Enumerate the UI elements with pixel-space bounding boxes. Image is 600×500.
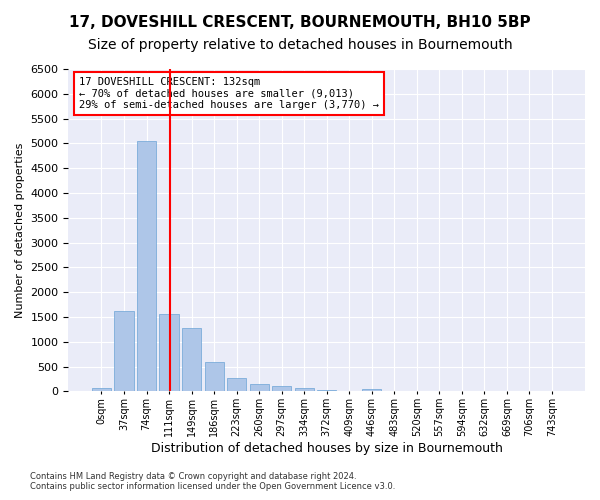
X-axis label: Distribution of detached houses by size in Bournemouth: Distribution of detached houses by size … xyxy=(151,442,503,455)
Bar xyxy=(92,388,111,392)
Text: Contains HM Land Registry data © Crown copyright and database right 2024.: Contains HM Land Registry data © Crown c… xyxy=(30,472,356,481)
Bar xyxy=(227,378,246,392)
Bar xyxy=(205,362,224,392)
Text: Contains public sector information licensed under the Open Government Licence v3: Contains public sector information licen… xyxy=(30,482,395,491)
Bar xyxy=(182,328,201,392)
Bar xyxy=(295,388,314,392)
Bar xyxy=(160,314,179,392)
Bar xyxy=(272,386,291,392)
Bar xyxy=(250,384,269,392)
Bar xyxy=(115,311,134,392)
Text: 17, DOVESHILL CRESCENT, BOURNEMOUTH, BH10 5BP: 17, DOVESHILL CRESCENT, BOURNEMOUTH, BH1… xyxy=(69,15,531,30)
Bar xyxy=(362,389,382,392)
Text: 17 DOVESHILL CRESCENT: 132sqm
← 70% of detached houses are smaller (9,013)
29% o: 17 DOVESHILL CRESCENT: 132sqm ← 70% of d… xyxy=(79,77,379,110)
Bar xyxy=(317,390,336,392)
Y-axis label: Number of detached properties: Number of detached properties xyxy=(15,142,25,318)
Bar xyxy=(137,141,156,392)
Text: Size of property relative to detached houses in Bournemouth: Size of property relative to detached ho… xyxy=(88,38,512,52)
